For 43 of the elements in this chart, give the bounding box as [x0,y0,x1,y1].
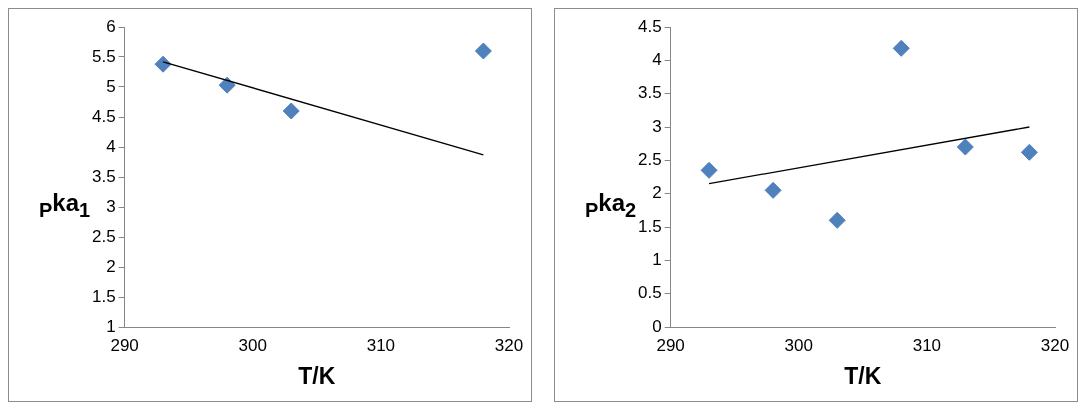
point [218,76,236,94]
y-tick-label: 2.5 [91,226,116,246]
point [956,138,974,156]
y-tick-label: 5.5 [91,46,116,66]
y-tick-label: 1.5 [91,286,116,306]
x-axis-title: T/K [298,362,336,389]
y-axis-title: $_{P}$ka$_{1}$ [39,189,91,222]
x-tick-label: 290 [110,335,139,355]
point [764,181,782,199]
x-tick-label: 300 [238,335,267,355]
y-tick-label: 3.5 [637,83,662,103]
y-tick-label: 2 [652,183,662,203]
y-tick-label: 4.5 [637,16,662,36]
x-tick-label: 320 [494,335,524,355]
point [1020,143,1038,161]
y-tick-label: 3 [106,196,116,216]
x-tick-label: 290 [656,335,685,355]
y-tick-label: 3 [652,116,662,136]
y-tick-label: 4 [106,136,116,156]
y-tick-label: 2 [106,256,116,276]
y-tick-label: 1 [106,316,116,336]
y-tick-label: 4.5 [91,106,116,126]
y-tick-label: 5 [106,76,116,96]
x-tick-label: 310 [912,335,942,355]
x-axis-title: T/K [844,362,882,389]
y-tick-label: 2.5 [637,150,662,170]
y-tick-label: 6 [106,16,116,36]
y-tick-label: 4 [652,50,662,70]
point [892,39,910,57]
y-axis-title: $_{P}$ka$_{2}$ [585,189,637,222]
point [828,211,846,229]
point [154,55,172,73]
x-tick-label: 310 [366,335,396,355]
point [700,161,718,179]
y-tick-label: 3.5 [91,166,116,186]
x-tick-label: 320 [1040,335,1070,355]
x-tick-label: 300 [784,335,813,355]
y-tick-label: 1 [652,250,662,270]
y-tick-label: 0.5 [637,283,662,303]
y-tick-label: 1.5 [637,216,662,236]
point [282,102,300,120]
y-tick-label: 0 [652,316,662,336]
point [474,42,492,60]
